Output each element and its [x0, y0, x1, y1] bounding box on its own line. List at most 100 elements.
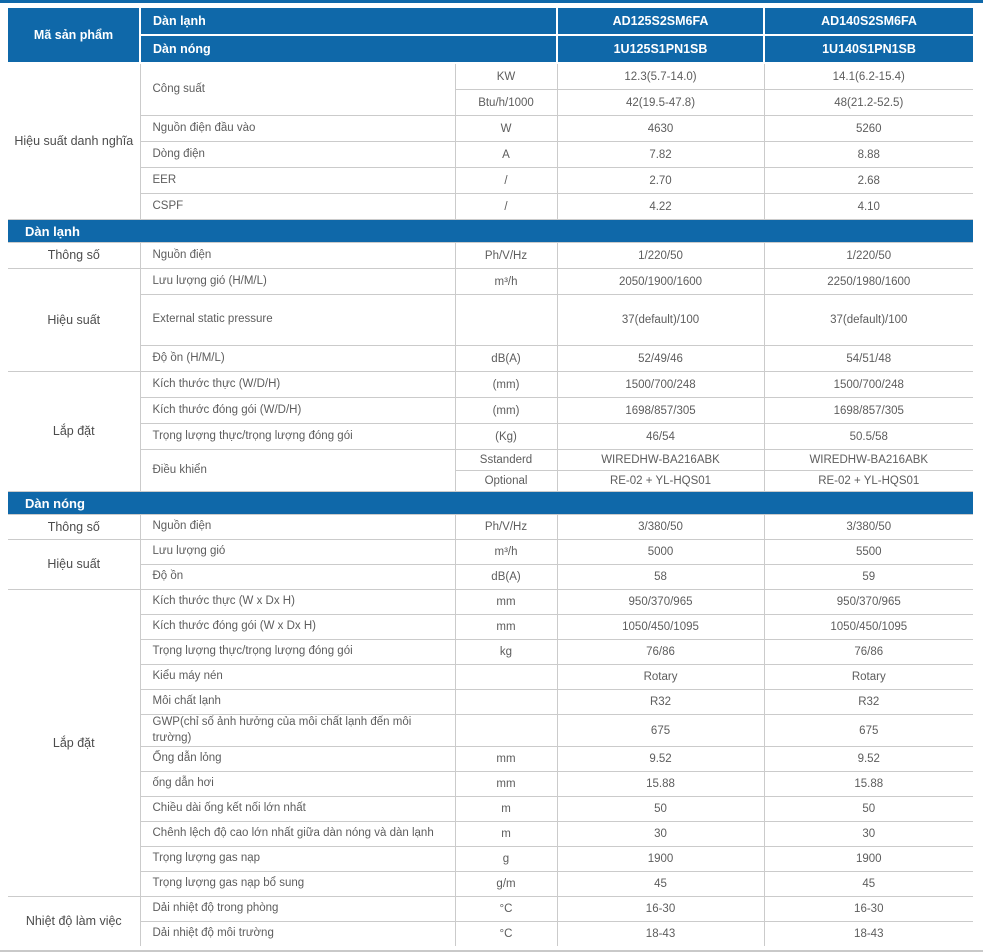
value-cell: 2.68	[763, 167, 974, 194]
unit-cell: mm	[454, 746, 558, 773]
table-row: Thông số Nguồn điện Ph/V/Hz 1/220/50 1/2…	[7, 242, 974, 269]
value-cell: 9.52	[763, 746, 974, 773]
param-cell: Độ ồn	[139, 564, 456, 590]
value-cell: 37(default)/100	[763, 294, 974, 346]
param-cell: Độ ồn (H/M/L)	[139, 345, 456, 372]
value-cell: 50.5/58	[763, 423, 974, 450]
param-cell: Lưu lượng gió (H/M/L)	[139, 268, 456, 295]
value-cell: 2.70	[556, 167, 765, 194]
unit-cell: Sstanderd	[454, 449, 558, 471]
table-row: Trọng lượng gas nạp bổ sung g/m 45 45	[8, 871, 974, 898]
unit-cell: A	[454, 141, 558, 168]
value-cell: 48(21.2-52.5)	[763, 89, 974, 116]
table-row: Trọng lượng thực/trọng lượng đóng gói (K…	[8, 423, 974, 450]
table-row: Chênh lệch độ cao lớn nhất giữa dàn nóng…	[8, 821, 974, 848]
table-row: Nhiệt độ làm việc Dải nhiệt độ trong phò…	[7, 896, 974, 947]
value-cell: 4.10	[763, 193, 974, 220]
table-row: Optional RE-02 + YL-HQS01 RE-02 + YL-HQS…	[8, 470, 974, 492]
table-row: Lắp đặt Kích thước thực (W x Dx H) mm 95…	[7, 588, 974, 898]
param-cell: Trọng lượng gas nạp bổ sung	[139, 871, 456, 898]
unit-cell: dB(A)	[454, 564, 558, 590]
unit-cell: KW	[454, 62, 558, 90]
value-cell: 76/86	[763, 639, 974, 665]
table-row: Ống dẫn lỏng mm 9.52 9.52	[8, 746, 974, 773]
unit-cell	[454, 689, 558, 715]
value-cell: 2050/1900/1600	[556, 268, 765, 295]
value-cell: 675	[763, 713, 974, 748]
table-row: EER / 2.70 2.68	[8, 167, 974, 194]
value-cell: 5500	[763, 539, 974, 565]
value-cell: 12.3(5.7-14.0)	[556, 62, 765, 90]
unit-cell: (Kg)	[454, 423, 558, 450]
param-cell: Kích thước thực (W x Dx H)	[139, 589, 456, 615]
table-row: Kích thước đóng gói (W x Dx H) mm 1050/4…	[8, 614, 974, 640]
value-cell: R32	[556, 689, 765, 715]
indoor-unit-header: Dàn lạnh	[138, 7, 559, 36]
table-row: Kiểu máy nén Rotary Rotary	[8, 664, 974, 690]
top-accent-strip	[0, 0, 983, 3]
unit-cell: Ph/V/Hz	[454, 242, 558, 269]
group-cell-outdoor-installation: Lắp đặt	[7, 588, 141, 898]
table-row: Môi chất lạnh R32 R32	[8, 689, 974, 715]
unit-cell: Ph/V/Hz	[454, 514, 558, 540]
unit-cell	[454, 713, 558, 748]
value-cell: 950/370/965	[556, 589, 765, 615]
unit-cell: °C	[454, 921, 558, 947]
table-row: Kích thước đóng gói (W/D/H) (mm) 1698/85…	[8, 397, 974, 424]
unit-cell: m³/h	[454, 539, 558, 565]
indoor-model-1: AD125S2SM6FA	[556, 7, 766, 36]
table-row: CSPF / 4.22 4.10	[8, 193, 974, 220]
unit-cell: mm	[454, 771, 558, 798]
value-cell: 1698/857/305	[763, 397, 974, 424]
unit-cell: g/m	[454, 871, 558, 898]
param-cell: Dải nhiệt độ trong phòng	[139, 896, 456, 923]
value-cell: 50	[556, 796, 765, 823]
unit-cell: /	[454, 193, 558, 220]
value-cell: 2250/1980/1600	[763, 268, 974, 295]
unit-cell: mm	[454, 614, 558, 640]
table-row: GWP(chỉ số ảnh hưởng của môi chất lạnh đ…	[8, 713, 974, 748]
unit-cell: /	[454, 167, 558, 194]
param-cell: Dải nhiệt độ môi trường	[139, 921, 456, 947]
product-code-header: Mã sản phẩm	[7, 7, 141, 64]
group-cell-outdoor-performance: Hiệu suất	[7, 539, 141, 590]
param-cell: CSPF	[139, 193, 456, 220]
value-cell: 4.22	[556, 193, 765, 220]
param-cell: GWP(chỉ số ảnh hưởng của môi chất lạnh đ…	[139, 713, 456, 748]
group-cell-indoor-installation: Lắp đặt	[7, 371, 141, 492]
value-cell: 58	[556, 564, 765, 590]
value-cell: 4630	[556, 115, 765, 142]
unit-cell: kg	[454, 639, 558, 665]
value-cell: 3/380/50	[763, 514, 974, 540]
table-row: Hiệu suất Lưu lượng gió m³/h 5000 5500	[7, 539, 974, 590]
value-cell: 5000	[556, 539, 765, 565]
value-cell: RE-02 + YL-HQS01	[763, 470, 974, 492]
header-row-outdoor: Dàn nóng 1U125S1PN1SB 1U140S1PN1SB	[8, 34, 975, 64]
group-cell-indoor-performance: Hiệu suất	[7, 268, 141, 372]
value-cell: 9.52	[556, 746, 765, 773]
value-cell: 950/370/965	[763, 589, 974, 615]
table-row: Trọng lượng thực/trọng lượng đóng gói kg…	[8, 639, 974, 665]
value-cell: WIREDHW-BA216ABK	[556, 449, 765, 471]
section-bar-indoor: Dàn lạnh	[8, 219, 974, 243]
param-cell: Trọng lượng thực/trọng lượng đóng gói	[139, 639, 456, 665]
outdoor-unit-header: Dàn nóng	[138, 34, 559, 64]
param-cell: Chênh lệch độ cao lớn nhất giữa dàn nóng…	[139, 821, 456, 848]
table-row: Độ ồn dB(A) 58 59	[8, 564, 974, 590]
value-cell: 16-30	[763, 896, 974, 923]
table-row: Dải nhiệt độ môi trường °C 18-43 18-43	[8, 921, 974, 947]
value-cell: 1500/700/248	[763, 371, 974, 398]
value-cell: RE-02 + YL-HQS01	[556, 470, 765, 492]
param-cell: Dòng điện	[139, 141, 456, 168]
value-cell: 15.88	[763, 771, 974, 798]
value-cell: 54/51/48	[763, 345, 974, 372]
group-cell-nominal: Hiệu suất danh nghĩa	[7, 62, 141, 220]
value-cell: 7.82	[556, 141, 765, 168]
outdoor-model-2: 1U140S1PN1SB	[763, 34, 975, 64]
value-cell: 1698/857/305	[556, 397, 765, 424]
value-cell: 18-43	[556, 921, 765, 947]
param-cell: Kiểu máy nén	[139, 664, 456, 690]
value-cell: 1/220/50	[556, 242, 765, 269]
param-cell: Công suất	[139, 62, 456, 116]
param-cell: Kích thước đóng gói (W x Dx H)	[139, 614, 456, 640]
